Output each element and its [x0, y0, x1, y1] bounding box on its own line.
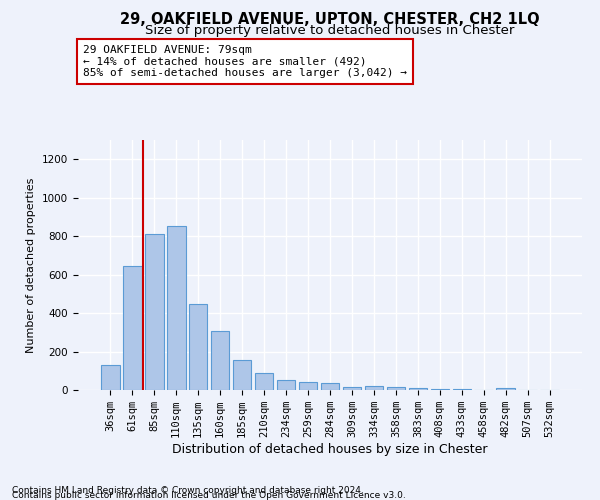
X-axis label: Distribution of detached houses by size in Chester: Distribution of detached houses by size …: [172, 443, 488, 456]
Y-axis label: Number of detached properties: Number of detached properties: [26, 178, 37, 352]
Bar: [255, 372, 274, 390]
Bar: [145, 234, 164, 390]
Text: Size of property relative to detached houses in Chester: Size of property relative to detached ho…: [145, 24, 515, 37]
Bar: [320, 384, 340, 390]
Text: Contains public sector information licensed under the Open Government Licence v3: Contains public sector information licen…: [12, 491, 406, 500]
Bar: [277, 380, 295, 390]
Bar: [409, 388, 427, 390]
Bar: [123, 266, 142, 390]
Bar: [299, 382, 317, 390]
Text: Contains HM Land Registry data © Crown copyright and database right 2024.: Contains HM Land Registry data © Crown c…: [12, 486, 364, 495]
Bar: [431, 389, 449, 390]
Bar: [101, 365, 119, 390]
Bar: [386, 386, 405, 390]
Text: 29, OAKFIELD AVENUE, UPTON, CHESTER, CH2 1LQ: 29, OAKFIELD AVENUE, UPTON, CHESTER, CH2…: [120, 12, 540, 28]
Bar: [189, 304, 208, 390]
Bar: [343, 387, 361, 390]
Bar: [233, 360, 251, 390]
Bar: [365, 386, 383, 390]
Text: 29 OAKFIELD AVENUE: 79sqm
← 14% of detached houses are smaller (492)
85% of semi: 29 OAKFIELD AVENUE: 79sqm ← 14% of detac…: [83, 45, 407, 78]
Bar: [167, 226, 185, 390]
Bar: [496, 388, 515, 390]
Bar: [211, 332, 229, 390]
